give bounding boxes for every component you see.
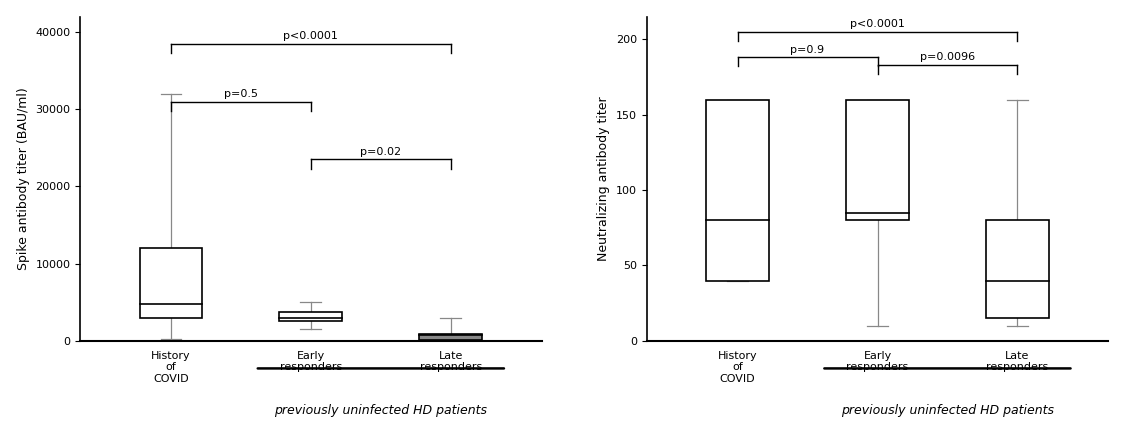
Text: p=0.5: p=0.5: [224, 89, 258, 99]
Bar: [420, 334, 483, 341]
Text: previously uninfected HD patients: previously uninfected HD patients: [842, 404, 1054, 417]
Bar: [279, 312, 342, 321]
Text: p<0.0001: p<0.0001: [284, 31, 339, 41]
Bar: [846, 99, 909, 220]
Y-axis label: Neutralizing antibody titer: Neutralizing antibody titer: [597, 96, 610, 261]
Text: p=0.02: p=0.02: [360, 146, 402, 157]
Text: p<0.0001: p<0.0001: [850, 19, 904, 29]
Text: previously uninfected HD patients: previously uninfected HD patients: [274, 404, 487, 417]
Bar: [706, 99, 770, 280]
Y-axis label: Spike antibody titer (BAU/ml): Spike antibody titer (BAU/ml): [17, 87, 29, 270]
Bar: [986, 220, 1048, 318]
Text: p=0.0096: p=0.0096: [920, 52, 975, 62]
Bar: [140, 248, 202, 318]
Text: p=0.9: p=0.9: [791, 44, 825, 54]
